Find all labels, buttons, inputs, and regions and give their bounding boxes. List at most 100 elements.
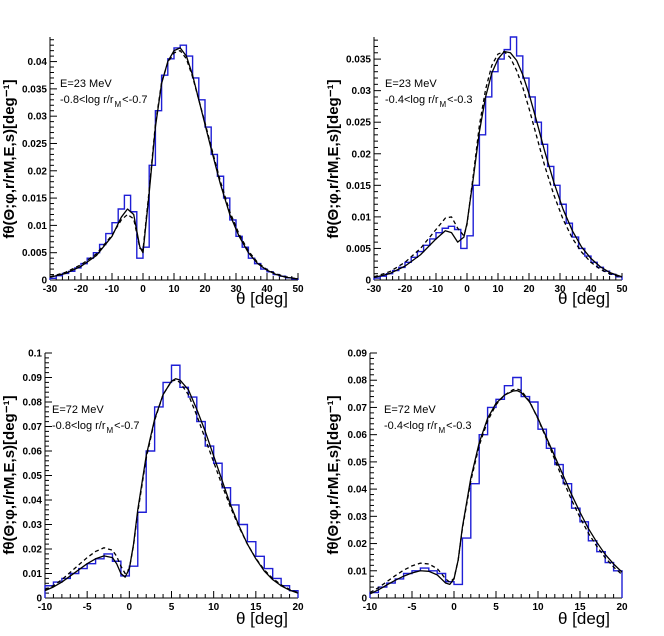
y-tick-label: 0.1: [28, 349, 42, 360]
y-axis-title: fθ(Θ;φ,r/rM,E,s)[deg⁻¹]: [1, 79, 18, 238]
chart-panel-top-right: -30 -20 -10 0 10 20 30 40 50 0 0.005 0.01 0.015 0.02 0…: [325, 36, 628, 308]
y-axis-title: fθ(Θ;φ,r/rM,E,s)[deg⁻¹]: [325, 395, 342, 554]
y-tick-label: 0.02: [352, 149, 372, 160]
y-tick-label: 0: [365, 276, 371, 287]
energy-annotation: E=72 MeV: [52, 404, 104, 416]
x-tick-label: -10: [429, 284, 444, 295]
y-tick-label: 0.01: [28, 221, 48, 232]
histogram-series: [44, 364, 299, 598]
range-annotation: -0.8<log r/r: [52, 420, 106, 432]
y-tick-label: 0.04: [23, 496, 43, 507]
y-tick-label: 0.02: [23, 545, 43, 556]
energy-annotation: E=23 MeV: [60, 78, 112, 90]
x-tick-label: -10: [38, 602, 53, 613]
y-tick-label: 0.06: [348, 430, 368, 441]
y-tick-label: 0.07: [23, 422, 43, 433]
range-subscript: M: [439, 426, 446, 435]
x-axis-title: θ [deg]: [558, 609, 610, 628]
range-annotation: -0.4<log r/r: [385, 94, 439, 106]
y-tick-label: 0.04: [348, 485, 368, 496]
dashed-fit-line: [49, 50, 299, 280]
y-tick-label: 0.05: [348, 457, 368, 468]
y-tick-label: 0.08: [348, 376, 368, 387]
x-tick-label: 15: [250, 602, 262, 613]
y-tick-label: 0.06: [23, 447, 43, 458]
x-tick-label: 10: [492, 284, 504, 295]
y-tick-label: 0.025: [346, 118, 371, 129]
range-subscript: M: [107, 426, 114, 435]
x-tick-label: 5: [493, 602, 499, 613]
chart-panel-bottom-right: -10 -5 0 5 10 15 20 0 0.01 0.02 0.03 0.04 0.05 0.06 0.…: [325, 349, 628, 629]
y-tick-label: 0.01: [352, 212, 372, 223]
y-tick-label: 0.035: [346, 55, 371, 66]
range-upper-annotation: <-0.3: [446, 420, 471, 432]
range-subscript: M: [440, 100, 447, 109]
x-tick-label: 10: [532, 602, 544, 613]
x-tick-label: -30: [367, 284, 382, 295]
y-tick-label: 0.005: [346, 244, 371, 255]
x-tick-label: -10: [105, 284, 120, 295]
x-tick-label: 0: [127, 602, 133, 613]
range-subscript: M: [115, 100, 122, 109]
x-tick-label: 30: [230, 284, 242, 295]
y-tick-label: 0.01: [23, 569, 43, 580]
y-axis-title: fθ(Θ;φ,r/rM,E,s)[deg⁻¹]: [1, 395, 18, 554]
y-tick-label: 0.02: [28, 166, 48, 177]
x-tick-label: 0: [451, 602, 457, 613]
x-tick-label: 20: [292, 602, 304, 613]
x-axis-title: θ [deg]: [236, 609, 288, 628]
y-tick-label: 0.03: [23, 520, 43, 531]
y-tick-label: 0.025: [22, 139, 47, 150]
x-tick-label: 0: [464, 284, 470, 295]
energy-annotation: E=72 MeV: [384, 404, 436, 416]
x-tick-label: 20: [616, 602, 628, 613]
x-tick-label: 20: [199, 284, 211, 295]
x-tick-label: -20: [74, 284, 89, 295]
x-tick-label: 50: [292, 284, 304, 295]
dashed-fit-line: [369, 388, 623, 594]
y-tick-label: 0.05: [23, 471, 43, 482]
y-tick-label: 0.035: [22, 84, 47, 95]
x-tick-label: 5: [169, 602, 175, 613]
histogram-series: [373, 36, 623, 280]
x-tick-label: -5: [83, 602, 92, 613]
chart-panel-bottom-left: -10 -5 0 5 10 15 20 0 0.01 0.02 0.03 0.04 0.05 0.06 0.…: [1, 349, 304, 629]
x-tick-label: 10: [208, 602, 220, 613]
y-axis-title: fθ(Θ;φ,r/rM,E,s)[deg⁻¹]: [325, 79, 342, 238]
range-annotation: -0.4<log r/r: [384, 420, 438, 432]
y-tick-label: 0: [41, 276, 47, 287]
y-tick-label: 0.09: [23, 373, 43, 384]
x-tick-label: 10: [168, 284, 180, 295]
range-upper-annotation: <-0.7: [122, 94, 147, 106]
range-upper-annotation: <-0.3: [447, 94, 472, 106]
y-tick-label: 0: [361, 594, 367, 605]
x-tick-label: 40: [585, 284, 597, 295]
x-tick-label: 40: [261, 284, 273, 295]
y-tick-label: 0.03: [352, 86, 372, 97]
x-tick-label: 0: [140, 284, 146, 295]
x-tick-label: 30: [554, 284, 566, 295]
range-annotation: -0.8<log r/r: [60, 94, 114, 106]
solid-fit-line: [49, 47, 299, 280]
x-axis-title: θ [deg]: [558, 289, 610, 308]
y-tick-label: 0.08: [23, 398, 43, 409]
dashed-fit-line: [44, 379, 299, 594]
x-tick-label: 20: [523, 284, 535, 295]
x-tick-label: -30: [43, 284, 58, 295]
x-axis-title: θ [deg]: [236, 289, 288, 308]
y-tick-label: 0.03: [348, 512, 368, 523]
x-tick-label: 50: [616, 284, 628, 295]
solid-fit-line: [369, 389, 623, 595]
y-tick-label: 0.04: [28, 57, 48, 68]
y-tick-label: 0: [36, 594, 42, 605]
y-tick-label: 0.02: [348, 539, 368, 550]
y-tick-label: 0.03: [28, 112, 48, 123]
x-tick-label: -20: [398, 284, 413, 295]
y-tick-label: 0.09: [348, 349, 368, 360]
chart-panel-top-left: -30 -20 -10 0 10 20 30 40 50 0 0.005 0.01 0.015 0.02 0…: [1, 37, 304, 308]
y-tick-label: 0.015: [346, 181, 371, 192]
x-tick-label: 15: [574, 602, 586, 613]
energy-annotation: E=23 MeV: [385, 78, 437, 90]
solid-fit-line: [373, 50, 623, 279]
